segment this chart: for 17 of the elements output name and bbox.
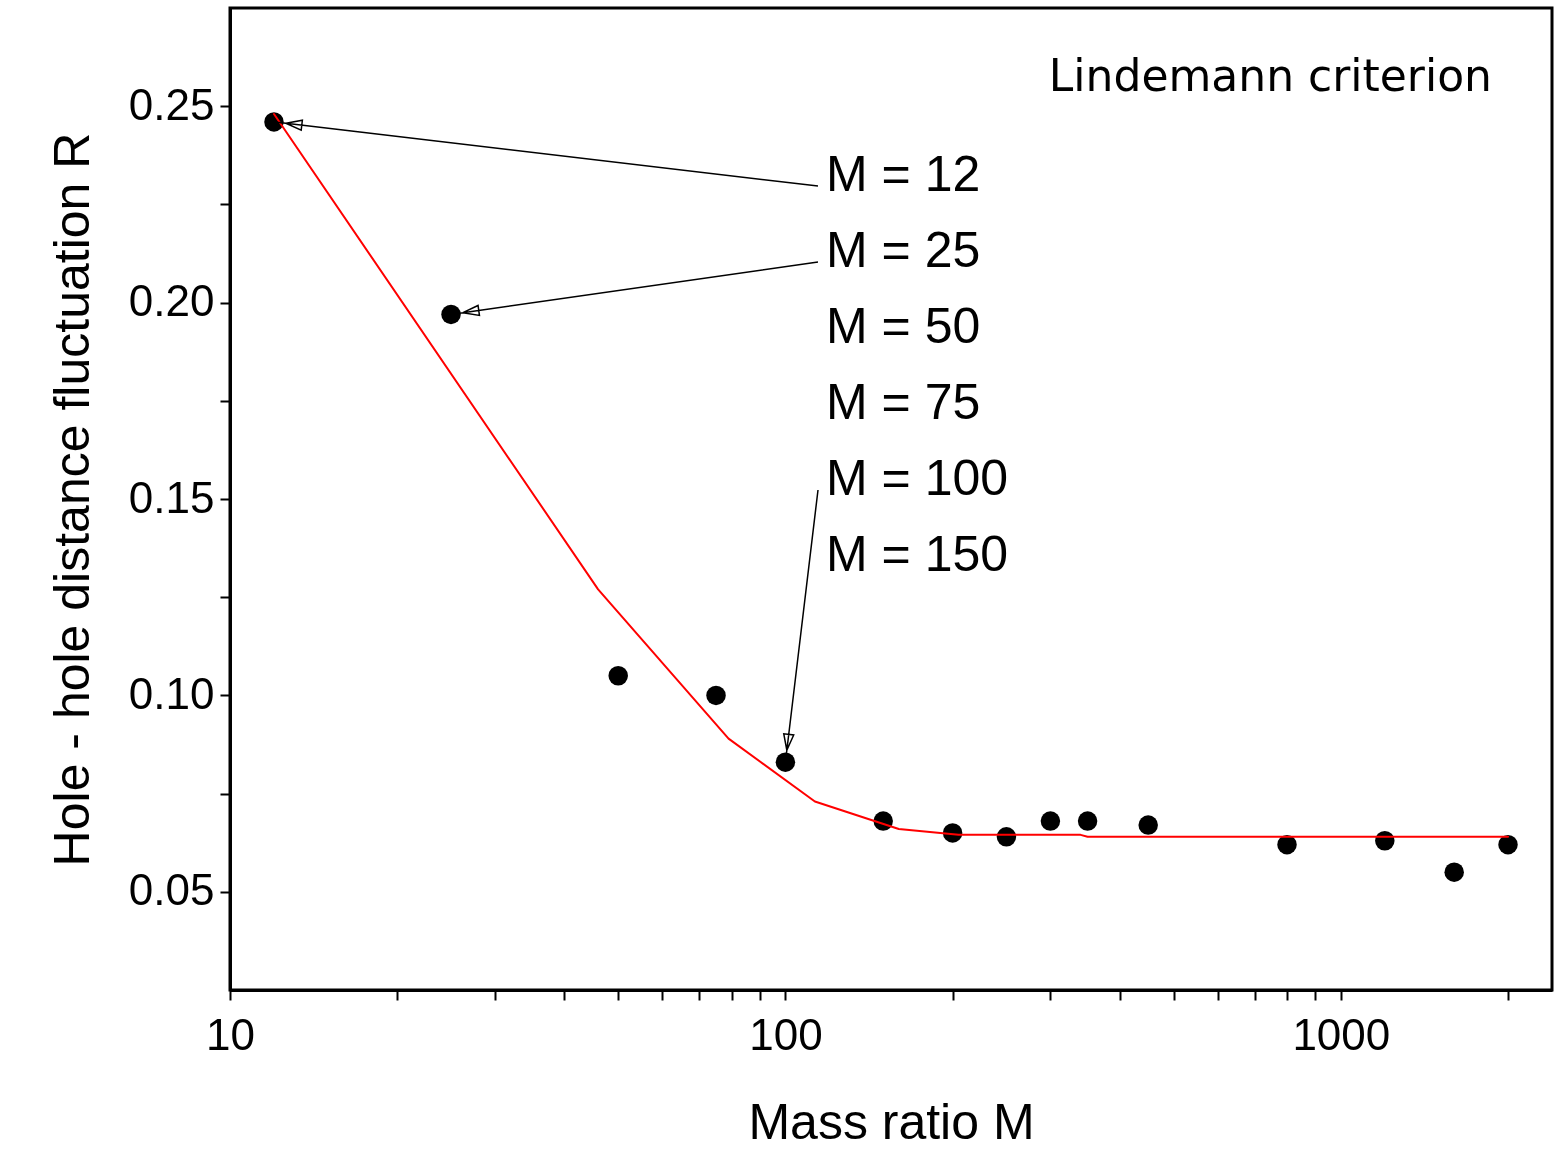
annotation: M = 12 — [826, 146, 981, 202]
x-tick-label: 100 — [749, 1009, 823, 1059]
x-tick-label: 10 — [206, 1009, 255, 1059]
y-tick-label: 0.25 — [128, 79, 215, 129]
annotation: Lindemann criterion — [1048, 50, 1492, 101]
annotation: M = 100 — [826, 450, 1009, 506]
annotation: M = 75 — [826, 374, 981, 430]
annotation: M = 150 — [826, 526, 1009, 582]
annotation: M = 25 — [826, 222, 981, 278]
x-axis-title: Mass ratio M — [748, 1093, 1035, 1150]
y-axis-title: Hole - hole distance fluctuation R — [43, 132, 100, 867]
y-tick-label: 0.20 — [128, 276, 215, 326]
y-tick-label: 0.15 — [128, 472, 215, 522]
annotation: M = 50 — [826, 298, 981, 354]
y-tick-label: 0.10 — [128, 668, 215, 718]
x-tick-label: 1000 — [1292, 1009, 1391, 1059]
y-tick-label: 0.05 — [128, 865, 215, 915]
